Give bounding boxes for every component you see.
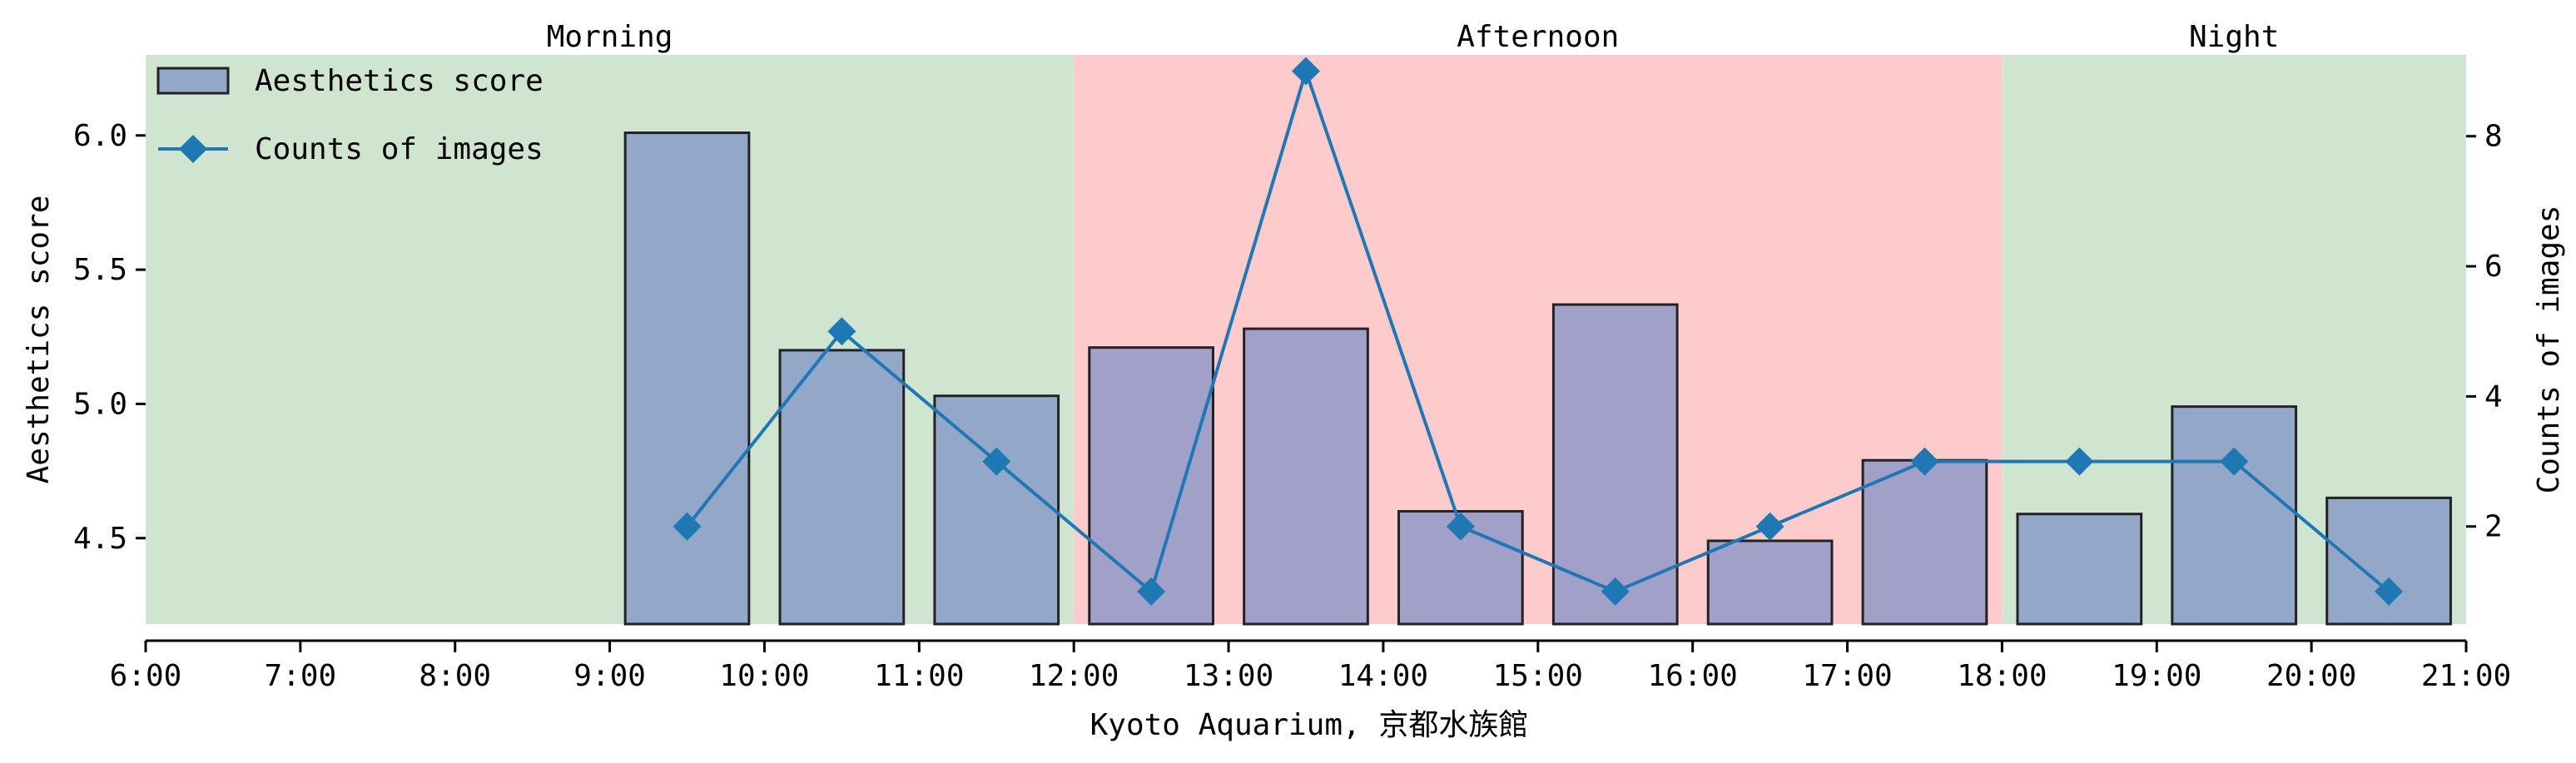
count-point-10 bbox=[2220, 447, 2249, 476]
count-point-2 bbox=[982, 447, 1011, 476]
legend-label-bars: Aesthetics score bbox=[255, 64, 543, 98]
bar-4 bbox=[1243, 327, 1369, 626]
period-label-0: Morning bbox=[547, 20, 673, 54]
y-right-tick-label-2: 6 bbox=[2484, 250, 2503, 284]
y-axis-right-title: Counts of images bbox=[2532, 206, 2566, 494]
count-point-7 bbox=[1755, 512, 1784, 541]
bar-9 bbox=[2016, 513, 2143, 626]
y-left-tick-label-2: 5.5 bbox=[73, 253, 127, 287]
x-tick-label-13: 19:00 bbox=[2112, 659, 2201, 693]
y-right-tick-label-1: 4 bbox=[2484, 379, 2503, 414]
count-point-4 bbox=[1292, 57, 1320, 86]
x-tick-label-7: 13:00 bbox=[1184, 659, 1273, 693]
bar-7 bbox=[1706, 539, 1834, 626]
x-tick-label-4: 10:00 bbox=[719, 659, 809, 693]
count-point-1 bbox=[827, 317, 856, 346]
bar-2 bbox=[933, 394, 1060, 626]
legend-bar-swatch bbox=[156, 67, 230, 95]
y-left-tick-label-0: 4.5 bbox=[73, 522, 127, 556]
x-tick-label-10: 16:00 bbox=[1647, 659, 1737, 693]
x-tick-label-8: 14:00 bbox=[1338, 659, 1428, 693]
bar-1 bbox=[778, 349, 906, 626]
bar-10 bbox=[2171, 405, 2298, 626]
count-point-5 bbox=[1446, 512, 1475, 541]
count-point-0 bbox=[673, 512, 702, 541]
bar-8 bbox=[1861, 458, 1988, 626]
period-band-1 bbox=[1074, 55, 2003, 624]
period-label-2: Night bbox=[2189, 20, 2279, 54]
y-left-tick-label-3: 6.0 bbox=[73, 119, 127, 153]
x-tick-label-9: 15:00 bbox=[1493, 659, 1583, 693]
y-right-tick-label-0: 2 bbox=[2484, 510, 2503, 544]
count-point-8 bbox=[1910, 447, 1939, 476]
period-labels: Morning Afternoon Night bbox=[547, 20, 2280, 54]
count-line-path bbox=[685, 65, 2390, 595]
legend-label-line: Counts of images bbox=[255, 132, 543, 166]
legend: Aesthetics score Counts of images bbox=[156, 64, 543, 166]
x-tick-label-14: 20:00 bbox=[2266, 659, 2356, 693]
y-left-tick-label-1: 5.0 bbox=[73, 387, 127, 421]
x-tick-label-2: 8:00 bbox=[419, 659, 491, 693]
bar-6 bbox=[1551, 303, 1679, 626]
count-point-3 bbox=[1137, 577, 1166, 606]
x-tick-label-6: 12:00 bbox=[1029, 659, 1119, 693]
count-point-9 bbox=[2065, 447, 2094, 476]
x-tick-label-3: 9:00 bbox=[573, 659, 646, 693]
period-label-1: Afternoon bbox=[1457, 20, 1619, 54]
bars bbox=[623, 131, 2452, 626]
period-band-0 bbox=[146, 55, 1075, 624]
legend-diamond-icon bbox=[179, 135, 207, 163]
x-axis-title: Kyoto Aquarium, 京都水族館 bbox=[1090, 708, 1529, 742]
y-axis-left-title: Aesthetics score bbox=[22, 196, 56, 484]
x-tick-label-0: 6:00 bbox=[110, 659, 182, 693]
x-tick-label-5: 11:00 bbox=[874, 659, 964, 693]
x-tick-label-15: 21:00 bbox=[2421, 659, 2511, 693]
x-tick-label-12: 18:00 bbox=[1957, 659, 2047, 693]
count-point-6 bbox=[1601, 577, 1630, 606]
x-tick-label-1: 7:00 bbox=[265, 659, 337, 693]
y-right-tick-label-3: 8 bbox=[2484, 120, 2503, 154]
axes: 6:00 7:00 8:00 9:00 10:00 11:00 12:00 13:00 14:0… bbox=[73, 119, 2511, 693]
count-point-11 bbox=[2375, 577, 2404, 606]
x-tick-label-11: 17:00 bbox=[1802, 659, 1892, 693]
count-line bbox=[673, 57, 2404, 606]
bar-0 bbox=[623, 131, 751, 626]
period-bands bbox=[146, 55, 2466, 624]
